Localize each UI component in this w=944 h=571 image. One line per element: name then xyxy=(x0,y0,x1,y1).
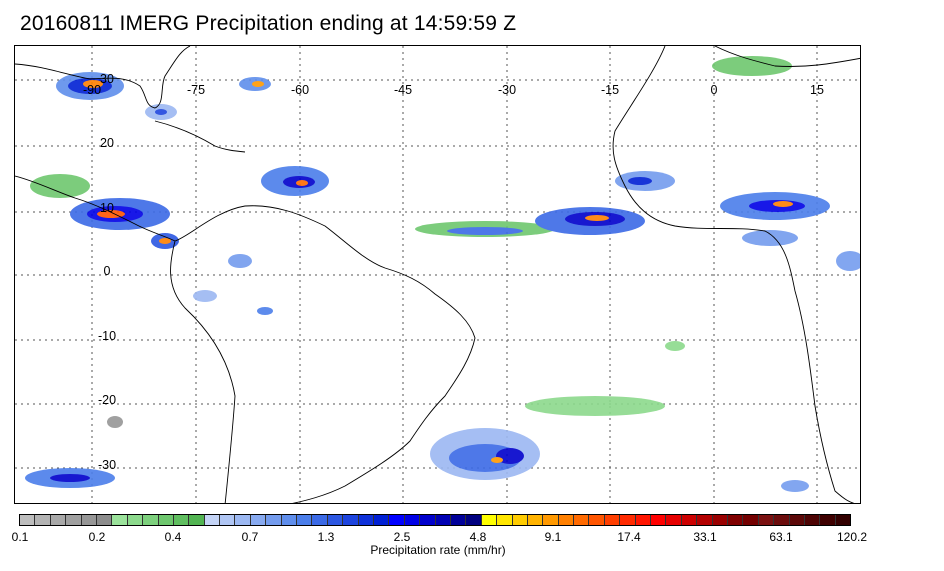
lon-label: 15 xyxy=(810,83,824,97)
colorbar-swatch xyxy=(681,514,698,526)
colorbar-tick-label: 4.8 xyxy=(469,530,487,544)
colorbar-swatch xyxy=(235,514,251,526)
lon-label: -45 xyxy=(394,83,412,97)
lat-label: -10 xyxy=(98,329,116,343)
colorbar-swatch xyxy=(127,514,144,526)
colorbar-tick-label: 120.2 xyxy=(836,530,868,544)
north-america-coast xyxy=(15,46,191,109)
europe-coast xyxy=(714,46,860,67)
colorbar-swatch xyxy=(143,514,159,526)
coastlines xyxy=(15,46,860,503)
colorbar-swatch xyxy=(512,514,528,526)
lon-label: 0 xyxy=(711,83,718,97)
colorbar-tick-label: 0.1 xyxy=(11,530,29,544)
colorbar-tick-label: 0.2 xyxy=(88,530,106,544)
colorbar-swatch xyxy=(589,514,605,526)
lat-label: 30 xyxy=(100,72,114,86)
colorbar-swatch xyxy=(81,514,97,526)
lat-label: -20 xyxy=(98,393,116,407)
central-america-coast xyxy=(15,175,176,242)
colorbar-tick-label: 33.1 xyxy=(693,530,717,544)
colorbar-swatch xyxy=(96,514,113,526)
colorbar-swatch xyxy=(804,514,821,526)
colorbar-swatch xyxy=(66,514,82,526)
colorbar-swatch xyxy=(620,514,636,526)
colorbar-swatch xyxy=(173,514,190,526)
africa-coast xyxy=(612,46,855,503)
lat-label: 10 xyxy=(100,201,114,215)
lat-label: 0 xyxy=(104,264,111,278)
colorbar-swatch xyxy=(712,514,728,526)
colorbar-swatch xyxy=(466,514,482,526)
colorbar-swatch xyxy=(697,514,713,526)
south-america-coast xyxy=(174,205,476,503)
south-america-west-coast xyxy=(170,240,236,503)
colorbar-tick-label: 2.5 xyxy=(393,530,411,544)
colorbar-swatch xyxy=(774,514,790,526)
lon-label: -60 xyxy=(291,83,309,97)
colorbar-swatch xyxy=(35,514,51,526)
colorbar-swatch xyxy=(266,514,282,526)
colorbar-swatch xyxy=(789,514,805,526)
colorbar-swatch xyxy=(481,514,498,526)
colorbar-swatch xyxy=(420,514,436,526)
precipitation-map: -90 -75 -60 -45 -30 -15 0 15 30 20 10 0 … xyxy=(14,45,861,504)
colorbar-swatch xyxy=(50,514,67,526)
colorbar-swatch xyxy=(666,514,682,526)
colorbar-swatch xyxy=(727,514,744,526)
colorbar-label: Precipitation rate (mm/hr) xyxy=(370,543,506,557)
colorbar-swatch xyxy=(189,514,205,526)
colorbar-swatch xyxy=(835,514,852,526)
colorbar-swatch xyxy=(574,514,590,526)
colorbar-swatch xyxy=(373,514,390,526)
map-canvas: -90 -75 -60 -45 -30 -15 0 15 30 20 10 0 … xyxy=(15,46,860,503)
lon-label: -90 xyxy=(83,83,101,97)
lat-label: 20 xyxy=(100,136,114,150)
colorbar-swatch xyxy=(743,514,759,526)
colorbar-tick-label: 63.1 xyxy=(769,530,793,544)
colorbar-swatch xyxy=(497,514,513,526)
colorbar-swatch xyxy=(389,514,405,526)
colorbar-swatch xyxy=(343,514,359,526)
colorbar-swatch xyxy=(404,514,421,526)
longitude-labels: -90 -75 -60 -45 -30 -15 0 15 xyxy=(83,83,824,97)
colorbar-swatch xyxy=(527,514,544,526)
colorbar-swatch xyxy=(281,514,298,526)
lat-label: -30 xyxy=(98,458,116,472)
colorbar-swatch xyxy=(297,514,313,526)
colorbar-tick-label: 0.7 xyxy=(241,530,259,544)
colorbar-swatch xyxy=(758,514,775,526)
colorbar-swatch xyxy=(558,514,575,526)
colorbar-tick-label: 9.1 xyxy=(544,530,562,544)
colorbar-swatch xyxy=(358,514,374,526)
colorbar-swatch xyxy=(635,514,652,526)
colorbar-swatch xyxy=(450,514,467,526)
latitude-labels: 30 20 10 0 -10 -20 -30 xyxy=(98,72,116,472)
colorbar-swatch xyxy=(204,514,221,526)
colorbar-swatch xyxy=(604,514,621,526)
precipitation-areas xyxy=(25,56,860,492)
colorbar-swatch xyxy=(220,514,236,526)
colorbar-swatch xyxy=(250,514,267,526)
colorbar xyxy=(19,514,852,526)
colorbar-tick-label: 1.3 xyxy=(317,530,335,544)
latitude-gridlines xyxy=(15,79,860,469)
lon-label: -15 xyxy=(601,83,619,97)
cuba-coast xyxy=(154,120,246,153)
colorbar-swatch xyxy=(158,514,174,526)
lon-label: -75 xyxy=(187,83,205,97)
colorbar-swatch xyxy=(312,514,328,526)
colorbar-swatch xyxy=(112,514,128,526)
colorbar-swatch xyxy=(543,514,559,526)
colorbar-swatch xyxy=(820,514,836,526)
colorbar-swatch xyxy=(19,514,36,526)
lon-label: -30 xyxy=(498,83,516,97)
colorbar-swatch xyxy=(435,514,451,526)
map-title: 20160811 IMERG Precipitation ending at 1… xyxy=(20,12,517,35)
colorbar-swatch xyxy=(327,514,344,526)
colorbar-tick-label: 17.4 xyxy=(617,530,641,544)
colorbar-swatch xyxy=(651,514,667,526)
colorbar-tick-label: 0.4 xyxy=(164,530,182,544)
